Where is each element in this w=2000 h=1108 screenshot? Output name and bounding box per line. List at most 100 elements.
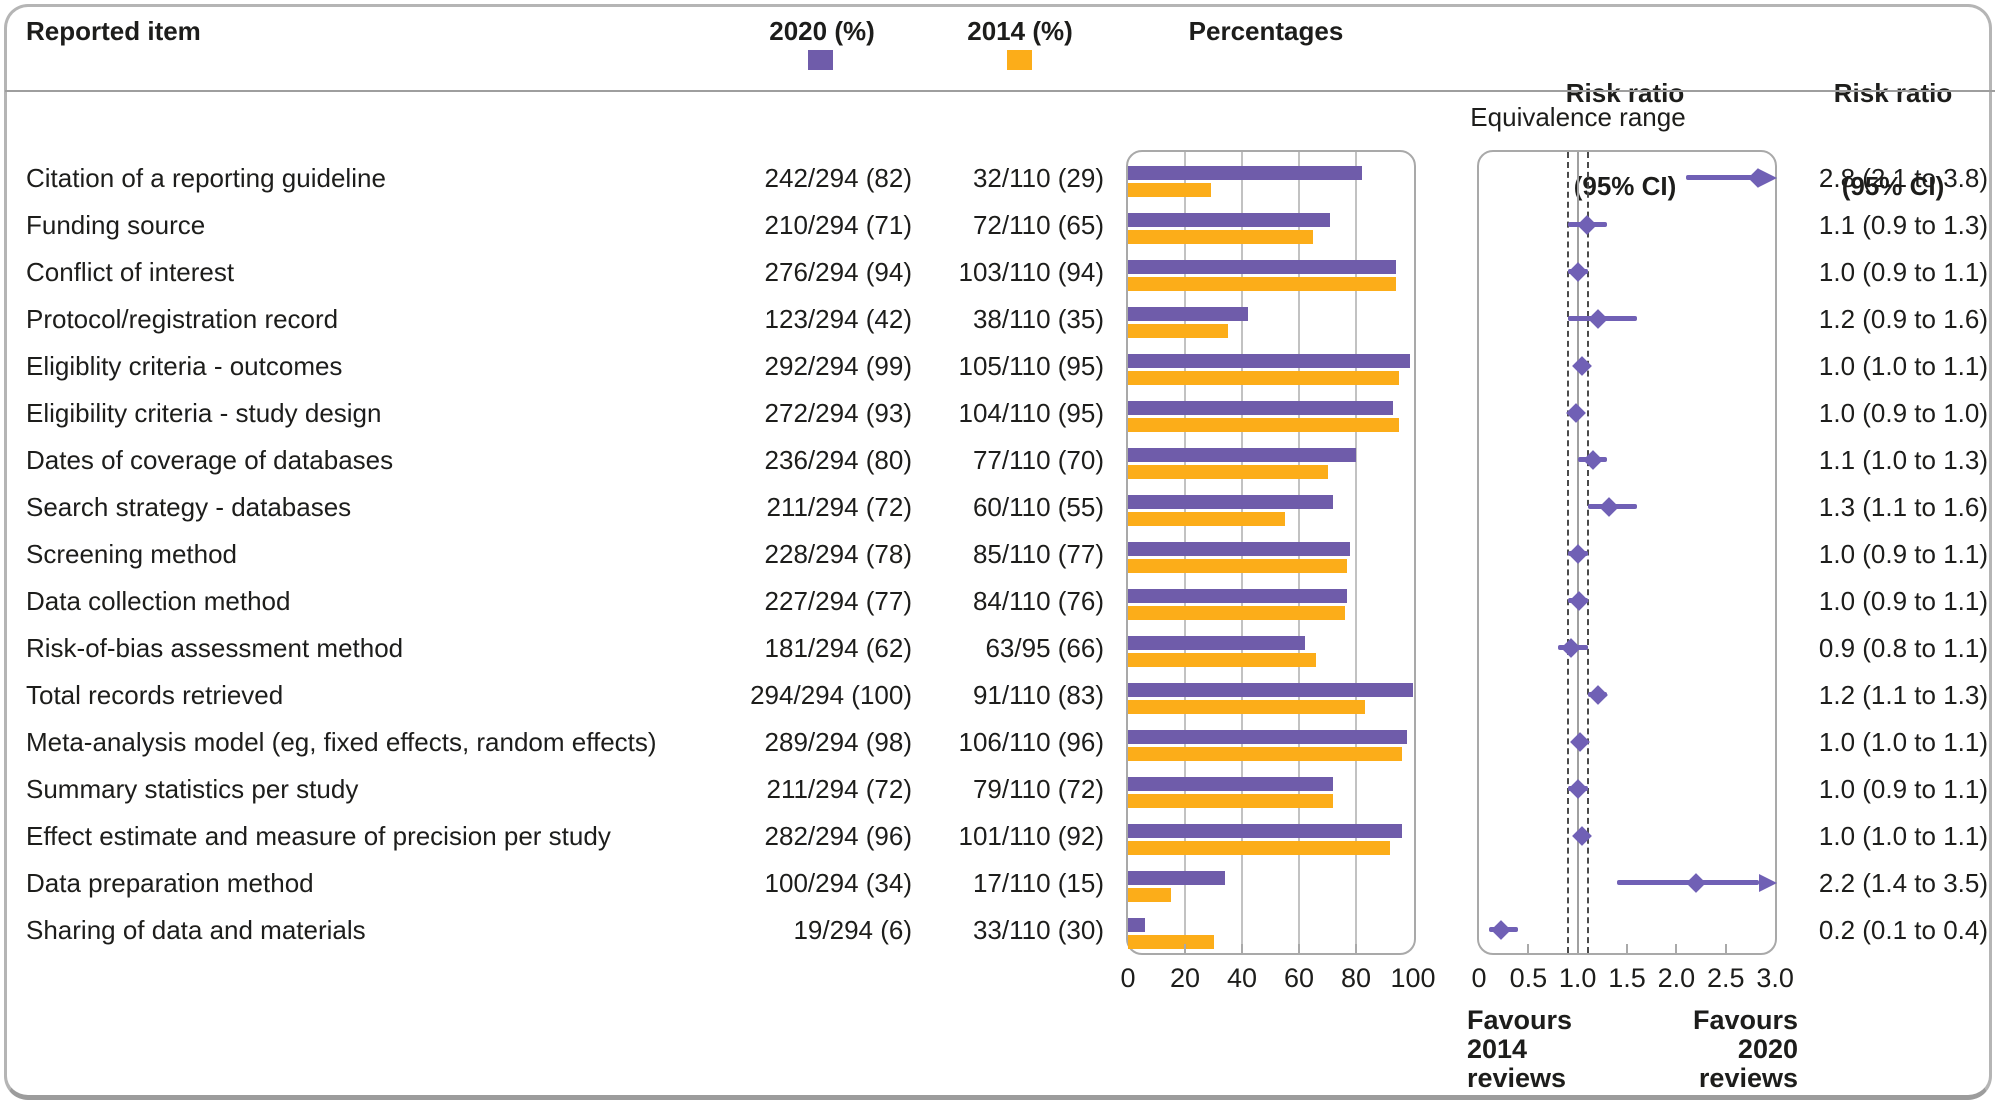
column-header-percentages: Percentages: [1188, 16, 1344, 46]
percentages-panel: [1126, 150, 1416, 955]
value-2020: 123/294 (42): [764, 304, 912, 334]
equivalence-range-label: Equivalence range: [1470, 102, 1686, 132]
column-header-reported-item: Reported item: [26, 16, 201, 46]
percent-axis-tick-label: 40: [1226, 963, 1258, 993]
bar-2020: [1128, 636, 1305, 650]
rr-axis-tick-label: 2.5: [1706, 963, 1745, 993]
risk-ratio-value: 1.0 (1.0 to 1.1): [1818, 727, 1988, 757]
favours-left-line: reviews: [1467, 1063, 1567, 1093]
value-2014: 91/110 (83): [972, 680, 1104, 710]
rr-axis-tick-label: 1.0: [1558, 963, 1597, 993]
value-2020: 292/294 (99): [764, 351, 912, 381]
risk-ratio-value: 1.0 (1.0 to 1.1): [1818, 351, 1988, 381]
risk-ratio-value: 1.0 (0.9 to 1.1): [1818, 539, 1988, 569]
value-2014: 104/110 (95): [958, 398, 1104, 428]
bar-2014: [1128, 700, 1365, 714]
bar-2020: [1128, 213, 1331, 227]
favours-right-line: 2020: [1737, 1034, 1798, 1064]
value-2020: 242/294 (82): [764, 163, 912, 193]
column-header-2020: 2020 (%): [769, 16, 875, 46]
risk-ratio-value: 2.8 (2.1 to 3.8): [1818, 163, 1988, 193]
value-2020: 211/294 (72): [766, 774, 912, 804]
row-label: Funding source: [26, 210, 206, 240]
rr-axis-tick-label: 0: [1471, 963, 1487, 993]
favours-left-line: 2014: [1467, 1034, 1528, 1064]
bar-2014: [1128, 935, 1214, 949]
bar-2014: [1128, 183, 1211, 197]
row-label: Data preparation method: [26, 868, 314, 898]
bar-2020: [1128, 824, 1402, 838]
percent-axis-tick: [1184, 944, 1186, 953]
value-2014: 84/110 (76): [972, 586, 1104, 616]
risk-ratio-line1: Risk ratio: [1833, 78, 1953, 108]
column-header-2014: 2014 (%): [967, 16, 1073, 46]
risk-ratio-line2: (95% CI): [1841, 171, 1945, 201]
bar-2020: [1128, 542, 1351, 556]
risk-ratio-value: 2.2 (1.4 to 3.5): [1818, 868, 1988, 898]
bar-2014: [1128, 371, 1399, 385]
ci-arrow-right: [1759, 874, 1777, 892]
row-label: Conflict of interest: [26, 257, 235, 287]
value-2014: 32/110 (29): [972, 163, 1104, 193]
favours-right-line: reviews: [1698, 1063, 1798, 1093]
value-2020: 236/294 (80): [764, 445, 912, 475]
value-2020: 181/294 (62): [764, 633, 912, 663]
row-label: Eligibility criteria - study design: [26, 398, 382, 428]
risk-ratio-value: 1.0 (0.9 to 1.0): [1818, 398, 1988, 428]
value-2020: 228/294 (78): [764, 539, 912, 569]
bar-2014: [1128, 324, 1228, 338]
percent-axis-tick: [1241, 944, 1243, 953]
value-2020: 294/294 (100): [750, 680, 912, 710]
bar-2020: [1128, 871, 1225, 885]
rr-axis-tick: [1675, 944, 1678, 953]
bar-2020: [1128, 166, 1362, 180]
value-2014: 38/110 (35): [972, 304, 1104, 334]
bar-2020: [1128, 683, 1413, 697]
risk-ratio-line2: (95% CI): [1573, 171, 1677, 201]
risk-ratio-value: 1.0 (0.9 to 1.1): [1818, 257, 1988, 287]
bar-2020: [1128, 260, 1396, 274]
bar-2014: [1128, 277, 1396, 291]
bar-2020: [1128, 495, 1334, 509]
value-2014: 72/110 (65): [972, 210, 1104, 240]
value-2020: 272/294 (93): [764, 398, 912, 428]
risk-ratio-value: 1.0 (0.9 to 1.1): [1818, 586, 1988, 616]
risk-ratio-value: 1.0 (0.9 to 1.1): [1818, 774, 1988, 804]
value-2020: 100/294 (34): [764, 868, 912, 898]
bar-2014: [1128, 747, 1402, 761]
row-label: Effect estimate and measure of precision…: [26, 821, 611, 851]
rr-axis-tick: [1626, 944, 1629, 953]
favours-2020-label: Favours 2020 reviews: [1592, 1006, 1798, 1093]
favours-right-line: Favours: [1692, 1005, 1798, 1035]
risk-ratio-value: 1.2 (0.9 to 1.6): [1818, 304, 1988, 334]
risk-ratio-panel: [1477, 150, 1777, 955]
rr-axis-tick-label: 2.0: [1657, 963, 1696, 993]
bar-2020: [1128, 354, 1411, 368]
risk-ratio-value: 0.9 (0.8 to 1.1): [1818, 633, 1988, 663]
rr-axis-tick-label: 3.0: [1756, 963, 1794, 993]
value-2014: 101/110 (92): [958, 821, 1104, 851]
row-label: Data collection method: [26, 586, 291, 616]
risk-ratio-value: 0.2 (0.1 to 0.4): [1818, 915, 1988, 945]
percent-axis-tick-label: 0: [1120, 963, 1136, 993]
row-label: Dates of coverage of databases: [26, 445, 394, 475]
rr-axis-tick-label: 1.5: [1608, 963, 1646, 993]
value-2014: 77/110 (70): [972, 445, 1104, 475]
bar-gridline: [1355, 152, 1357, 953]
value-2014: 103/110 (94): [958, 257, 1104, 287]
risk-ratio-value: 1.2 (1.1 to 1.3): [1818, 680, 1988, 710]
equivalence-dashed-line: [1586, 152, 1589, 953]
bar-2020: [1128, 401, 1394, 415]
row-label: Citation of a reporting guideline: [26, 163, 386, 193]
bar-2014: [1128, 888, 1171, 902]
risk-ratio-line1: Risk ratio: [1565, 78, 1685, 108]
favours-2014-label: Favours 2014 reviews: [1467, 1006, 1572, 1093]
percent-axis-tick-label: 60: [1283, 963, 1315, 993]
bar-2020: [1128, 918, 1146, 932]
bar-2020: [1128, 730, 1408, 744]
bar-2020: [1128, 448, 1356, 462]
row-label: Summary statistics per study: [26, 774, 359, 804]
bar-2014: [1128, 559, 1348, 573]
bar-2014: [1128, 653, 1317, 667]
